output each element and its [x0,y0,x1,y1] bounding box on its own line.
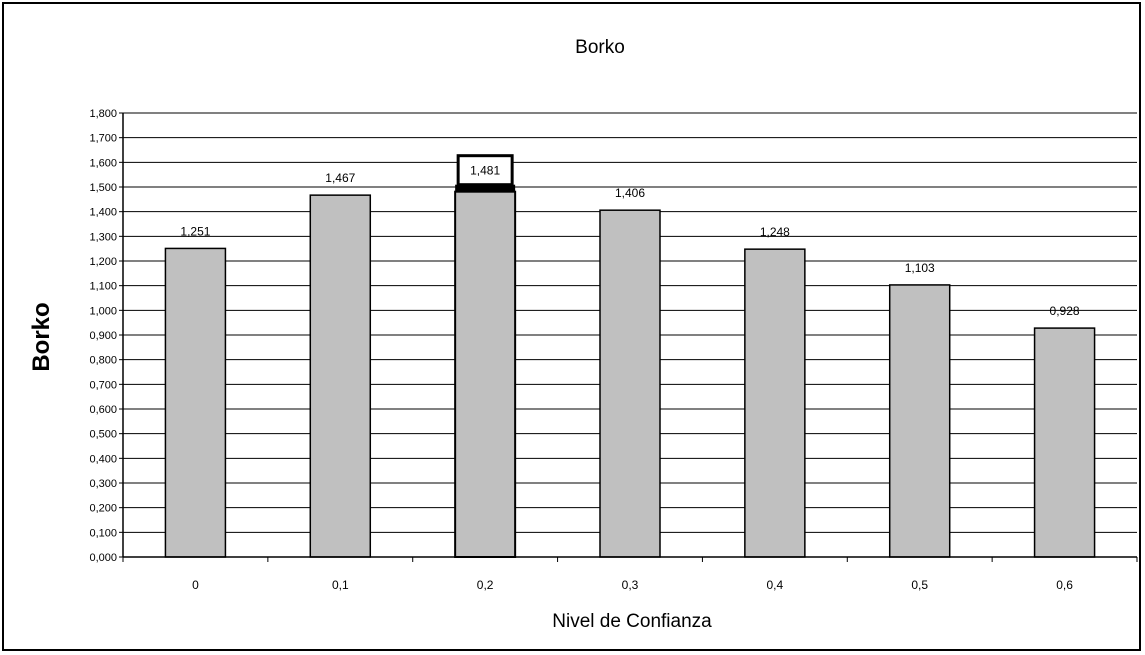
y-tick-label: 1,000 [89,305,117,317]
bar [888,284,951,558]
y-tick-label: 1,600 [89,157,117,169]
x-tick-label: 0,1 [332,578,349,592]
x-tick-label: 0,6 [1056,578,1073,592]
y-tick-label: 0,200 [89,503,117,515]
y-tick-label: 1,500 [89,182,117,194]
data-label: 1,481 [470,164,500,178]
data-labels: 1,251 1,467 1,481 1,406 1,248 1,103 0,928 [180,154,1080,318]
data-label: 1,248 [760,225,790,239]
y-tick-label: 0,300 [89,478,117,490]
highlight-label-box [456,154,514,187]
y-tick-label: 0,000 [89,552,117,564]
y-tick-label: 0,700 [89,379,117,391]
y-tick-label: 0,600 [89,404,117,416]
data-label: 0,928 [1050,304,1080,318]
bar [744,248,806,558]
y-tick-label: 1,800 [89,108,117,120]
x-tick-label: 0 [192,578,199,592]
y-tick-label: 1,300 [89,231,117,243]
x-tick-label: 0,2 [477,578,494,592]
y-tick-label: 1,400 [89,207,117,219]
bar [309,194,372,558]
y-tick-label: 1,700 [89,133,117,145]
axes [122,113,1137,558]
y-axis-ticks: 0,000 0,100 0,200 0,300 0,400 0,500 0,600 0,700… [89,108,123,564]
data-label: 1,406 [615,186,645,200]
bars [164,190,1096,558]
x-axis-ticks: 0 0,1 0,2 0,3 0,4 0,5 0,6 [122,557,1138,592]
y-tick-label: 0,900 [89,330,117,342]
bar [1033,327,1096,558]
highlight-bar-cap [455,184,516,192]
bar [454,190,517,558]
y-axis-title: Borko [28,302,55,371]
data-label: 1,251 [180,224,210,238]
y-tick-label: 0,400 [89,453,117,465]
y-tick-label: 1,200 [89,256,117,268]
bar [599,209,661,558]
y-tick-label: 0,100 [89,527,117,539]
chart-title: Borko [575,37,625,58]
x-tick-label: 0,5 [911,578,928,592]
y-tick-label: 1,100 [89,281,117,293]
data-label: 1,467 [325,171,355,185]
y-tick-label: 0,500 [89,429,117,441]
data-label: 1,103 [905,261,935,275]
bar [164,247,227,558]
x-tick-label: 0,4 [767,578,784,592]
x-axis-title: Nivel de Confianza [552,611,712,632]
y-tick-label: 0,800 [89,355,117,367]
x-tick-label: 0,3 [622,578,639,592]
